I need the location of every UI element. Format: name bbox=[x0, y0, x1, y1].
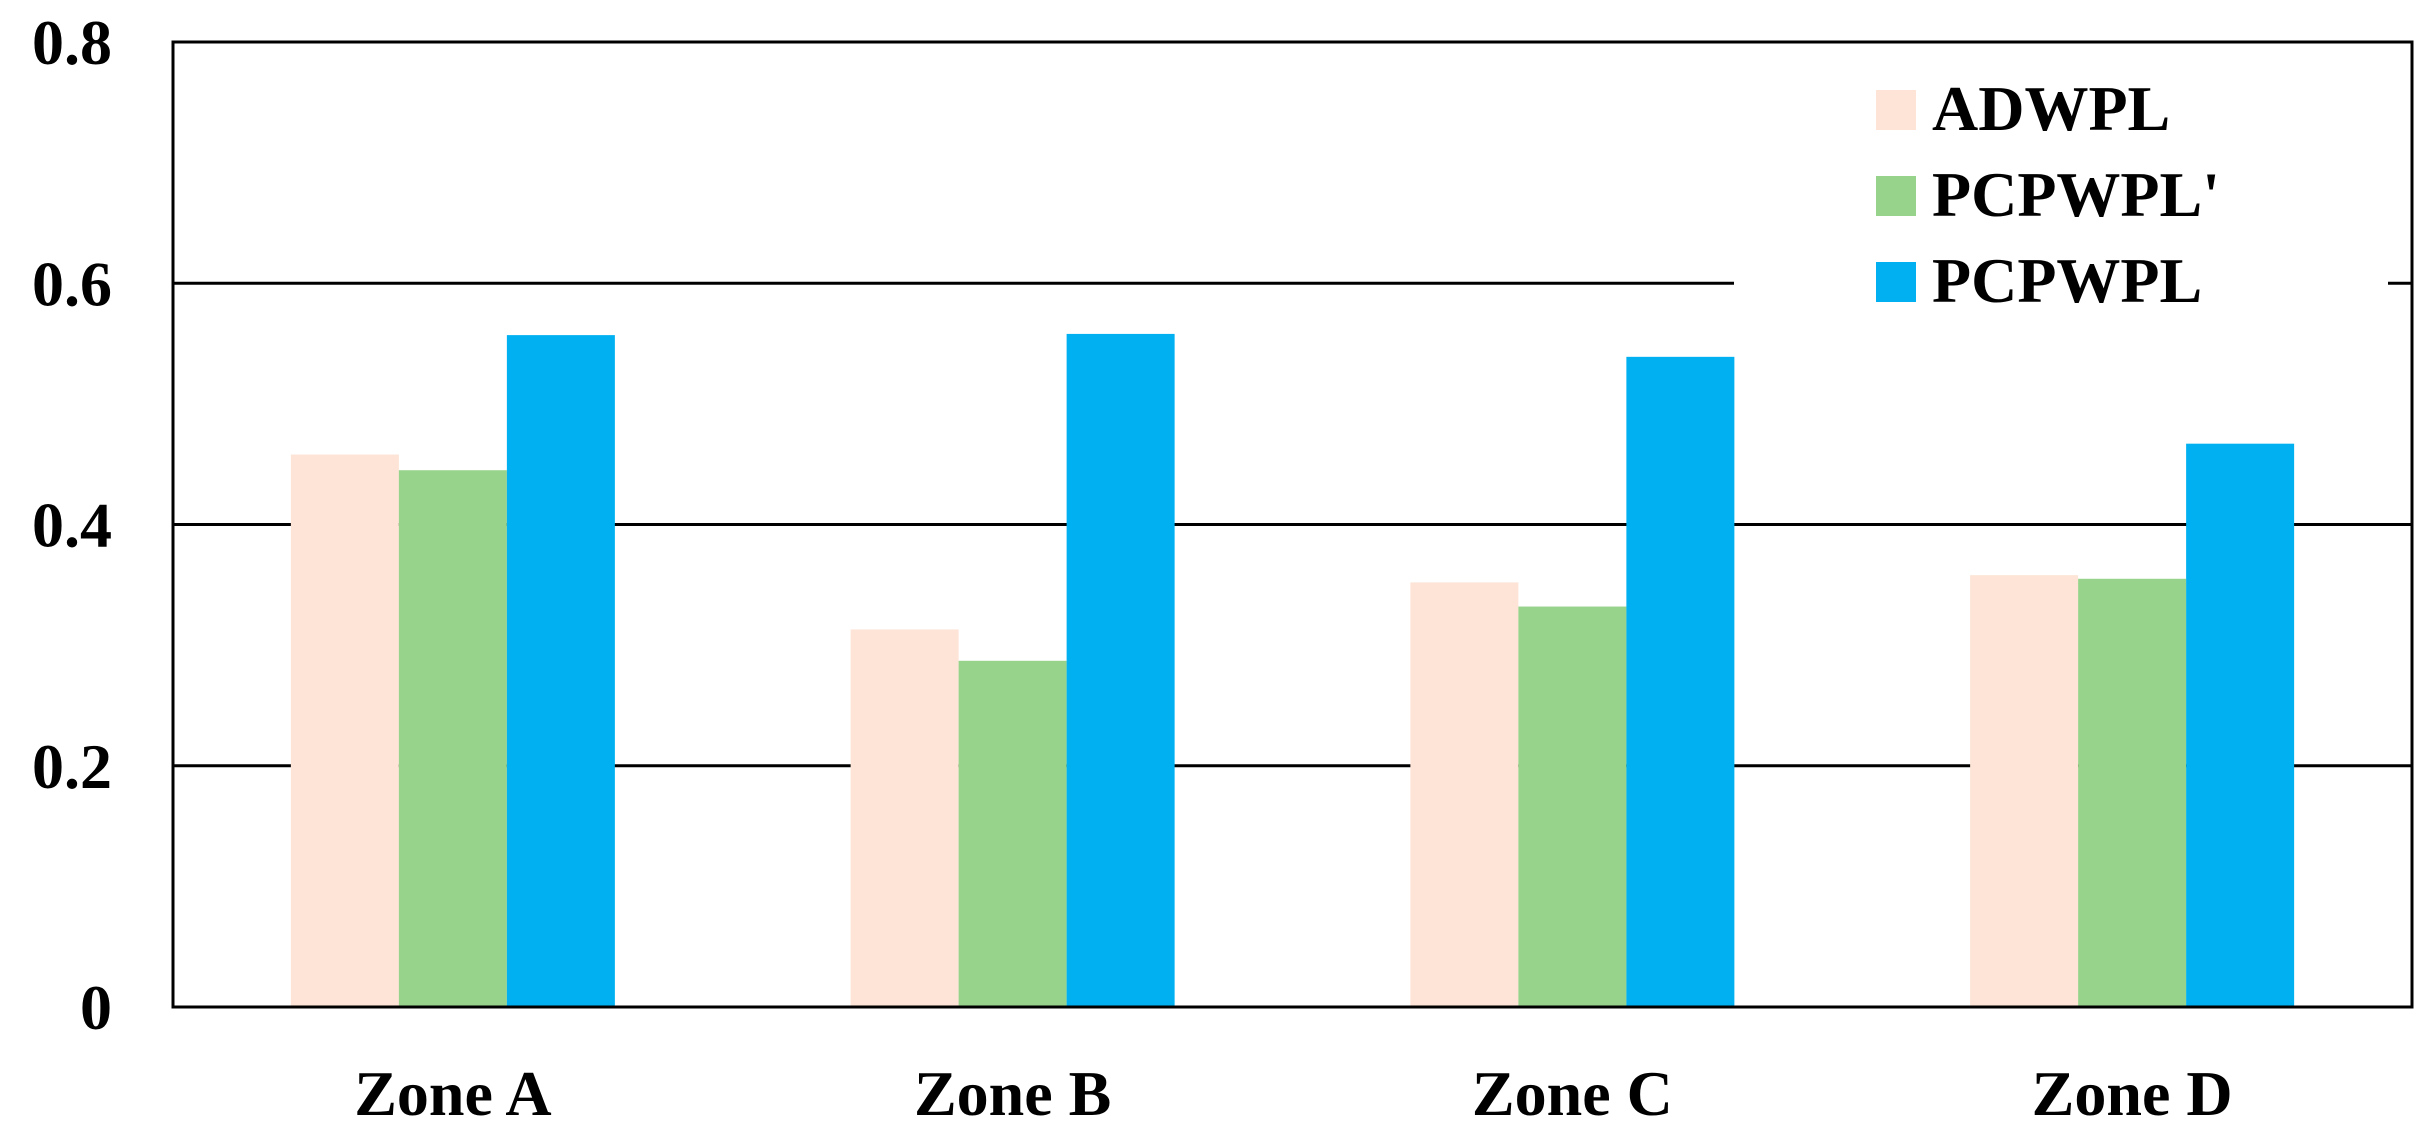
bar-zone-a-series-1 bbox=[290, 454, 399, 1008]
bar-zone-a-series-3 bbox=[506, 335, 615, 1007]
legend: ADWPL PCPWPL' PCPWPL bbox=[1734, 58, 2388, 330]
y-tick-label: 0.2 bbox=[32, 731, 112, 802]
x-axis-categories: Zone A Zone B Zone C Zone D bbox=[354, 1058, 2232, 1129]
legend-swatch-1 bbox=[1876, 90, 1916, 130]
bar-zone-b-series-1 bbox=[850, 629, 959, 1007]
bar-zone-b-series-2 bbox=[958, 660, 1067, 1007]
legend-swatch-2 bbox=[1876, 176, 1916, 216]
legend-swatch-3 bbox=[1876, 262, 1916, 302]
bar-zone-d-series-1 bbox=[1970, 575, 2079, 1007]
bar-zone-d-series-2 bbox=[2078, 578, 2187, 1007]
x-category-label: Zone A bbox=[354, 1058, 551, 1129]
x-category-label: Zone B bbox=[914, 1058, 1111, 1129]
legend-background bbox=[1734, 58, 2388, 330]
y-tick-label: 0.6 bbox=[32, 248, 112, 319]
bar-zone-c-series-2 bbox=[1518, 606, 1627, 1007]
y-axis-ticks: 0 0.2 0.4 0.6 0.8 bbox=[32, 7, 112, 1043]
bar-zone-c-series-1 bbox=[1410, 582, 1519, 1007]
bar-zone-a-series-2 bbox=[398, 470, 507, 1007]
bar-zone-b-series-3 bbox=[1066, 333, 1175, 1008]
bar-zone-c-series-3 bbox=[1626, 356, 1735, 1007]
y-tick-label: 0 bbox=[80, 972, 112, 1043]
y-tick-label: 0.4 bbox=[32, 490, 112, 561]
x-category-label: Zone C bbox=[1472, 1058, 1673, 1129]
y-tick-label: 0.8 bbox=[32, 7, 112, 78]
legend-label-2: PCPWPL' bbox=[1932, 159, 2220, 230]
bars bbox=[290, 333, 2295, 1008]
x-category-label: Zone D bbox=[2032, 1058, 2233, 1129]
legend-label-1: ADWPL bbox=[1932, 73, 2170, 144]
plot-frame bbox=[171, 40, 2414, 1009]
legend-label-3: PCPWPL bbox=[1932, 245, 2202, 316]
bar-zone-d-series-3 bbox=[2186, 443, 2295, 1007]
